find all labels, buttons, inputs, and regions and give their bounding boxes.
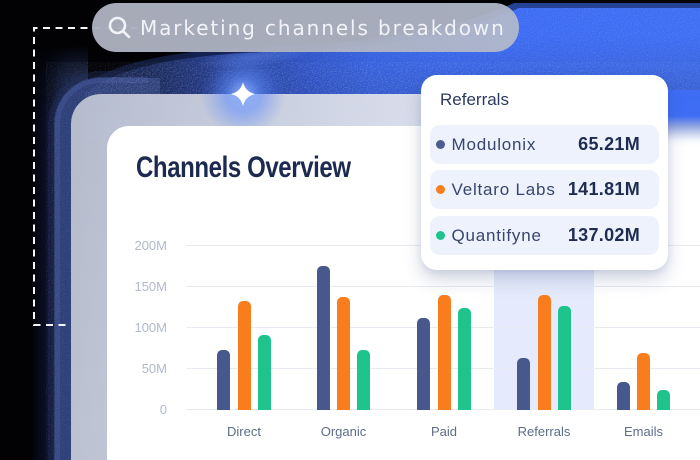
bar-direct-quantifyne[interactable] [257,334,271,410]
y-axis-tick-label: 50M [141,361,167,376]
bar-organic-veltaro-labs[interactable] [337,296,350,410]
series-value: 141.81M [567,179,640,199]
y-axis-tick-label: 0 [159,402,167,417]
y-axis-tick-label: 150M [134,279,167,294]
card-title: Channels Overview [136,151,351,184]
bar-emails-veltaro-labs[interactable] [637,352,650,410]
bar-referrals-veltaro-labs[interactable] [537,295,551,410]
bar-paid-veltaro-labs[interactable] [437,295,451,410]
bar-organic-modulonix[interactable] [316,265,330,410]
bar-referrals-modulonix[interactable] [517,358,531,410]
series-name: Veltaro Labs [451,179,556,199]
sparkle-icon [231,82,255,106]
gridline [186,286,700,287]
bar-direct-modulonix[interactable] [217,350,231,410]
chart-tooltip: Referrals Modulonix 65.21M Veltaro Labs … [421,75,668,270]
tooltip-row: Modulonix 65.21M [430,125,659,164]
series-name: Quantifyne [451,225,542,245]
bar-organic-quantifyne[interactable] [357,350,371,410]
bar-paid-modulonix[interactable] [417,318,431,410]
search-query-text: Marketing channels breakdown [140,15,506,40]
x-axis-category-label: Paid [430,424,458,439]
series-value: 65.21M [578,134,640,154]
tooltip-row: Veltaro Labs 141.81M [430,170,659,209]
dashed-outline [33,27,150,326]
series-value: 137.02M [567,225,640,245]
x-axis-category-label: Emails [623,424,663,439]
x-axis-category-label: Referrals [517,424,571,439]
series-dot-veltaro-labs [435,185,445,194]
tooltip-title: Referrals [440,89,509,109]
series-name: Modulonix [451,134,537,154]
tooltip-row: Quantifyne 137.02M [430,216,659,255]
bar-emails-quantifyne[interactable] [657,390,671,410]
search-bar[interactable]: Marketing channels breakdown [92,3,519,52]
bar-emails-modulonix[interactable] [616,382,630,410]
series-dot-quantifyne [435,231,445,240]
y-axis-tick-label: 100M [134,320,167,335]
series-dot-modulonix [435,140,445,149]
search-icon [108,16,131,39]
x-axis-category-label: Organic [320,424,367,439]
bar-direct-veltaro-labs[interactable] [237,300,251,410]
bar-referrals-quantifyne[interactable] [557,305,571,410]
bar-paid-quantifyne[interactable] [457,307,471,410]
x-axis-category-label: Direct [227,424,261,439]
y-axis-tick-label: 200M [134,238,167,253]
